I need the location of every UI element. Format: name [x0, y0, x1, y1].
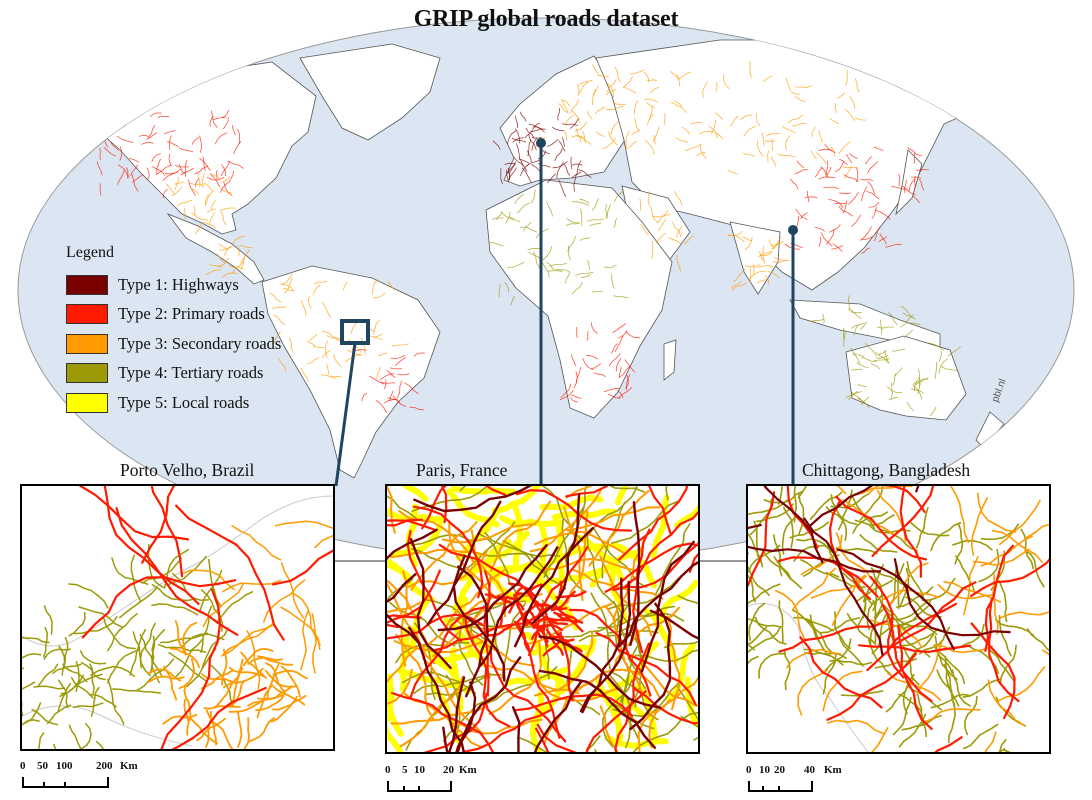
- landmass-japan: [895, 149, 923, 216]
- scale-tick-label: 5: [402, 764, 408, 776]
- legend-item-type3: Type 3: Secondary roads: [66, 329, 281, 359]
- scale-unit: Km: [824, 764, 842, 776]
- landmass-madagascar: [663, 339, 677, 381]
- landmass-central-america: [166, 213, 265, 285]
- legend-item-type1: Type 1: Highways: [66, 270, 281, 300]
- inset-label-porto-velho: Porto Velho, Brazil: [120, 460, 255, 480]
- scale-tick-label: 40: [804, 764, 815, 776]
- scale-bar-porto-velho: 0 50 100 200 Km: [20, 760, 138, 795]
- legend-label-type2: Type 2: Primary roads: [118, 304, 265, 324]
- legend-item-type2: Type 2: Primary roads: [66, 300, 281, 330]
- legend-swatch-type3: [66, 333, 108, 354]
- legend-item-type4: Type 4: Tertiary roads: [66, 359, 281, 389]
- legend-swatch-type5: [66, 392, 108, 413]
- landmass-africa: [485, 179, 673, 419]
- inset-map-paris: [385, 484, 700, 754]
- legend-swatch-type2: [66, 304, 108, 325]
- legend-item-type5: Type 5: Local roads: [66, 388, 281, 418]
- scale-bar-graphic: [22, 777, 109, 788]
- scale-bar-graphic: [387, 781, 452, 792]
- scale-tick-label: 0: [746, 764, 752, 776]
- landmass-australia: [845, 335, 967, 421]
- landmass-greenland: [299, 43, 441, 141]
- legend-title: Legend: [66, 244, 114, 261]
- inset-map-chittagong: [746, 484, 1051, 754]
- legend-label-type4: Type 4: Tertiary roads: [118, 363, 264, 383]
- legend-swatch-type1: [66, 274, 108, 295]
- world-road-network: [94, 61, 961, 417]
- scale-tick-label: 20: [774, 764, 785, 776]
- scale-bar-chittagong: 0 10 20 40 Km: [746, 764, 842, 799]
- scale-tick-label: 200: [96, 760, 113, 772]
- scale-unit: Km: [120, 760, 138, 772]
- inset-label-paris: Paris, France: [416, 460, 508, 480]
- legend-label-type3: Type 3: Secondary roads: [118, 333, 282, 353]
- legend-label-type1: Type 1: Highways: [118, 274, 239, 294]
- scale-unit: Km: [459, 764, 477, 776]
- connector-line-porto-velho: [334, 342, 357, 487]
- scale-tick-label: 0: [20, 760, 26, 772]
- legend-swatch-type4: [66, 363, 108, 384]
- map-legend: Legend Type 1: Highways Type 2: Primary …: [66, 244, 281, 418]
- scale-tick-label: 10: [759, 764, 770, 776]
- legend-label-type5: Type 5: Local roads: [118, 392, 250, 412]
- scale-tick-label: 0: [385, 764, 391, 776]
- inset-map-porto-velho: [20, 484, 335, 751]
- inset-label-chittagong: Chittagong, Bangladesh: [802, 460, 971, 480]
- scale-tick-label: 50: [37, 760, 48, 772]
- scale-tick-label: 10: [414, 764, 425, 776]
- map-title: GRIP global roads dataset: [413, 6, 679, 32]
- scale-bar-paris: 0 5 10 20 Km: [385, 764, 477, 799]
- scale-bar-graphic: [748, 781, 813, 792]
- scale-tick-label: 20: [443, 764, 454, 776]
- scale-tick-label: 100: [56, 760, 73, 772]
